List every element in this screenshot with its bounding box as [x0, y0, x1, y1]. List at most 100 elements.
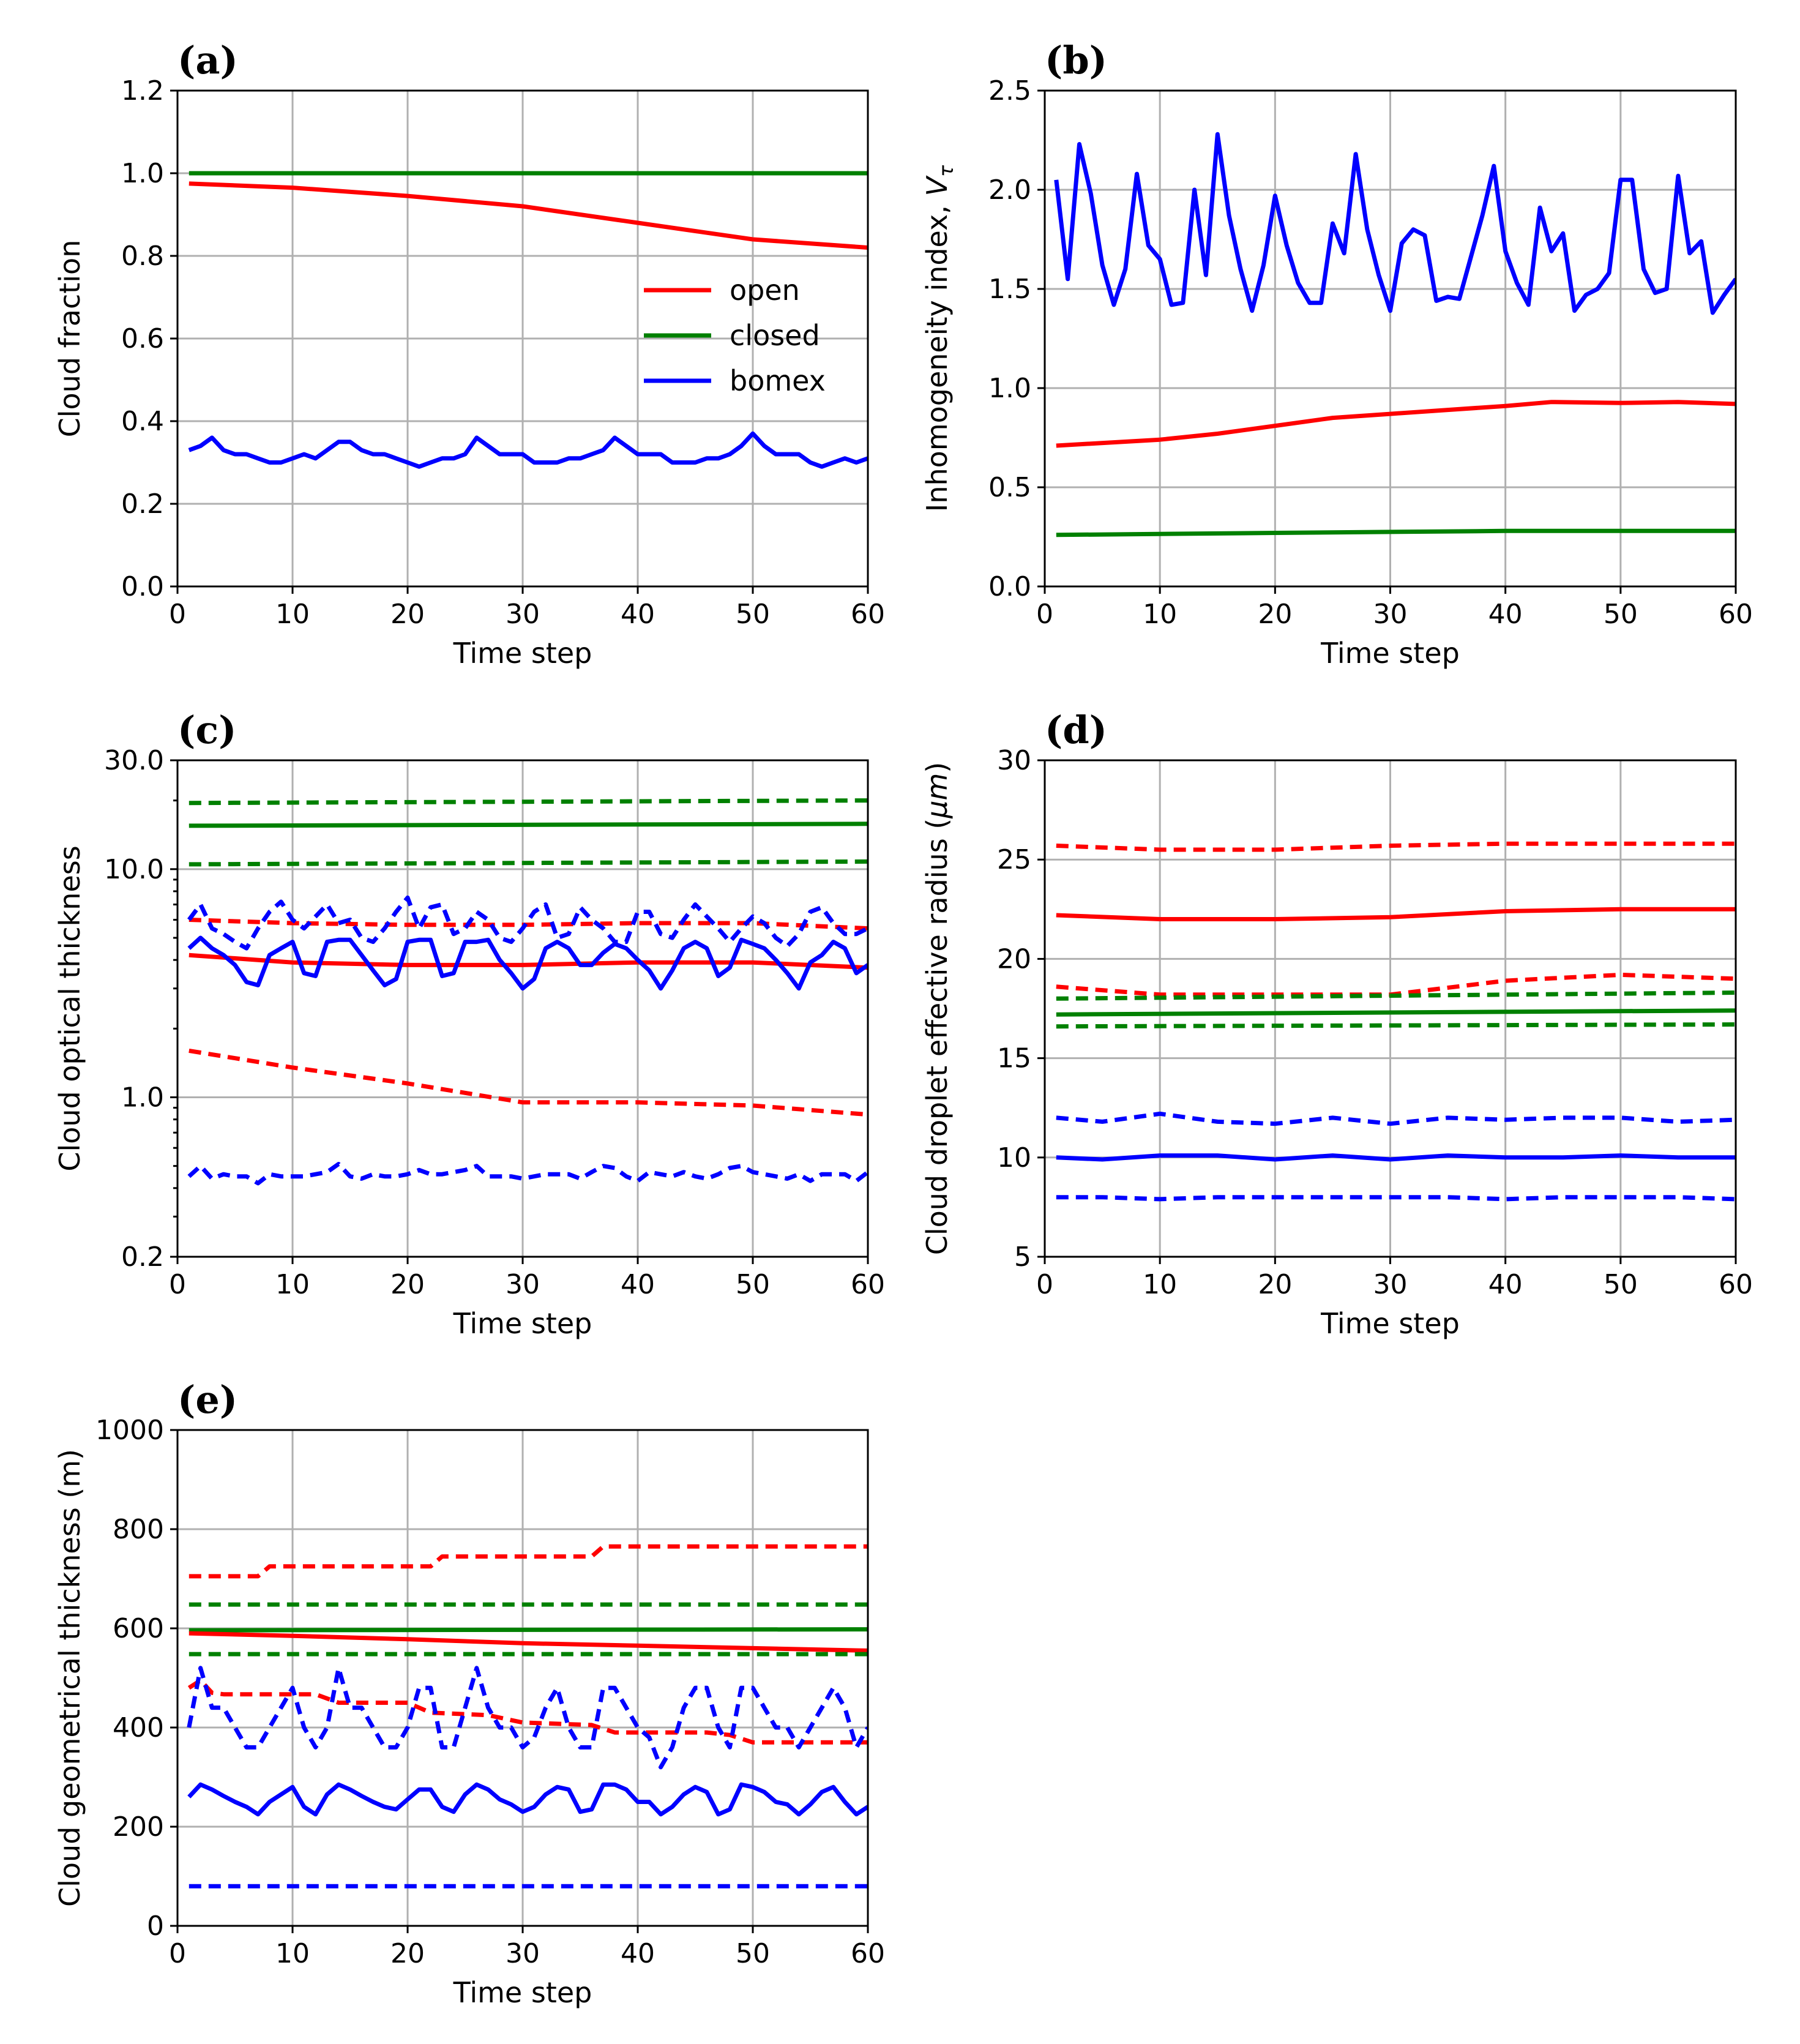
- x-tick-label: 10: [1143, 599, 1177, 630]
- chart-panel-d: 0 10 20 30 40 50 60 5 10 15 20 25 30 Time step Cloud d…: [921, 708, 1753, 1340]
- x-tick-label: 30: [1373, 1269, 1408, 1300]
- series-line-closed-dashed: [189, 798, 868, 806]
- y-tick-label: 2.0: [988, 174, 1031, 206]
- series-line-open-solid: [1056, 400, 1736, 448]
- legend-label-bomex: bomex: [730, 364, 826, 397]
- x-tick-label: 30: [506, 1269, 540, 1300]
- series-line-open-dashed: [1056, 841, 1736, 852]
- y-tick-label: 2.5: [988, 75, 1031, 107]
- panel-label: (b): [1045, 38, 1107, 83]
- series-line-bomex-solid: [188, 431, 868, 469]
- x-axis-label: Time step: [1320, 637, 1460, 670]
- y-tick-label: 1.0: [988, 373, 1031, 404]
- y-tick-label: 0.5: [988, 472, 1031, 503]
- x-tick-label: 60: [1719, 1269, 1753, 1300]
- y-tick-label: 15: [997, 1043, 1031, 1074]
- y-axis-label: Cloud geometrical thickness (m): [53, 1449, 86, 1907]
- y-axis-label-subscript: τ: [935, 165, 958, 177]
- y-tick-label: 1.0: [121, 158, 164, 189]
- y-axis-label-suffix: ): [921, 762, 954, 773]
- series-line-open-dashed: [187, 1678, 868, 1745]
- x-tick-label: 10: [275, 1269, 310, 1300]
- series-line-open-solid: [189, 953, 868, 970]
- series-line-closed-dashed: [1056, 990, 1736, 1001]
- legend-label-open: open: [730, 274, 800, 307]
- y-tick-label: 1000: [95, 1415, 164, 1446]
- x-tick-label: 0: [1036, 1269, 1053, 1300]
- y-axis-label-text: Cloud geometrical thickness (m): [53, 1449, 86, 1907]
- y-tick-label: 800: [113, 1514, 164, 1545]
- x-tick-label: 60: [1719, 599, 1753, 630]
- series-line-open-solid: [189, 1631, 868, 1653]
- y-tick-label: 0.0: [988, 571, 1031, 602]
- x-tick-label: 0: [169, 1938, 186, 1969]
- series-line-open-dashed: [189, 1048, 868, 1117]
- x-tick-label: 60: [851, 599, 885, 630]
- series-line-bomex-solid: [187, 1782, 868, 1817]
- chart-panel-c: 0 10 20 30 40 50 60 0.2 1.0 10.0 30.0 Time step Clou…: [53, 708, 885, 1340]
- y-tick-label: 10: [997, 1142, 1031, 1174]
- y-tick-label: 0.2: [121, 1241, 164, 1273]
- x-tick-label: 20: [390, 599, 425, 630]
- y-axis-label-symbol: μm: [921, 773, 954, 819]
- series-line-closed-solid: [1056, 1008, 1736, 1017]
- panel-label: (c): [177, 708, 236, 752]
- y-tick-label: 600: [113, 1613, 164, 1644]
- x-axis-label: Time step: [453, 1307, 592, 1340]
- y-tick-label: 0.2: [121, 489, 164, 520]
- y-tick-label: 1.2: [121, 75, 164, 107]
- series-line-closed-solid: [1056, 528, 1736, 537]
- x-tick-label: 50: [1604, 1269, 1638, 1300]
- chart-panel-b: 0 10 20 30 40 50 60 0.0 0.5 1.0 1.5 2.0 2.5 Time step…: [921, 38, 1753, 670]
- y-tick-label: 20: [997, 943, 1031, 975]
- series-line-bomex-dashed: [187, 1666, 868, 1770]
- x-axis-label: Time step: [453, 637, 592, 670]
- series-line-closed-dashed: [189, 859, 868, 867]
- y-axis-label-text: Cloud optical thickness: [53, 845, 86, 1171]
- y-axis-label-symbol: V: [921, 175, 954, 197]
- y-tick-label: 30: [997, 745, 1031, 776]
- series-line-closed-solid: [189, 822, 868, 828]
- legend-label-closed: closed: [730, 319, 820, 352]
- x-tick-label: 0: [169, 1269, 186, 1300]
- x-tick-label: 60: [851, 1269, 885, 1300]
- y-tick-label: 1.0: [121, 1082, 164, 1114]
- x-tick-label: 40: [621, 599, 655, 630]
- y-tick-label: 30.0: [104, 745, 164, 776]
- x-tick-label: 50: [1604, 599, 1638, 630]
- chart-panel-a: 0 10 20 30 40 50 60 0.0 0.2 0.4 0.6 0.8 1.0 1.2 Time s…: [53, 38, 885, 670]
- panel-label: (a): [177, 38, 238, 83]
- x-tick-label: 40: [621, 1938, 655, 1969]
- y-tick-label: 0: [147, 1911, 164, 1942]
- y-tick-label: 5: [1014, 1241, 1031, 1273]
- series-line-closed-dashed: [1056, 1022, 1736, 1029]
- y-tick-label: 400: [113, 1712, 164, 1743]
- y-axis-label: Inhomogeneity index, Vτ: [921, 165, 958, 512]
- x-tick-label: 30: [1373, 599, 1408, 630]
- y-tick-label: 200: [113, 1811, 164, 1843]
- y-tick-label: 0.4: [121, 406, 164, 437]
- y-axis-label: Cloud optical thickness: [53, 845, 86, 1171]
- x-tick-label: 40: [1488, 1269, 1523, 1300]
- legend: open closed bomex: [644, 274, 826, 397]
- x-tick-label: 20: [390, 1938, 425, 1969]
- series-line-bomex-solid: [187, 935, 868, 991]
- panel-label: (d): [1045, 708, 1107, 752]
- x-tick-label: 60: [851, 1938, 885, 1969]
- y-axis-label-text: Cloud droplet effective radius (: [921, 818, 954, 1256]
- x-tick-label: 40: [621, 1269, 655, 1300]
- y-tick-label: 0.6: [121, 323, 164, 354]
- x-axis-label: Time step: [1320, 1307, 1460, 1340]
- y-tick-label: 25: [997, 844, 1031, 875]
- x-tick-label: 0: [169, 599, 186, 630]
- series-line-bomex-dashed: [187, 895, 868, 951]
- series-line-bomex-dashed: [1056, 1111, 1736, 1126]
- panel-label: (e): [177, 1377, 237, 1422]
- series-line-bomex-dashed: [187, 1162, 868, 1186]
- series-line-open-solid: [1056, 907, 1736, 921]
- y-tick-label: 10.0: [104, 854, 164, 885]
- y-axis-label-text: Cloud fraction: [53, 240, 86, 438]
- x-tick-label: 50: [736, 1269, 770, 1300]
